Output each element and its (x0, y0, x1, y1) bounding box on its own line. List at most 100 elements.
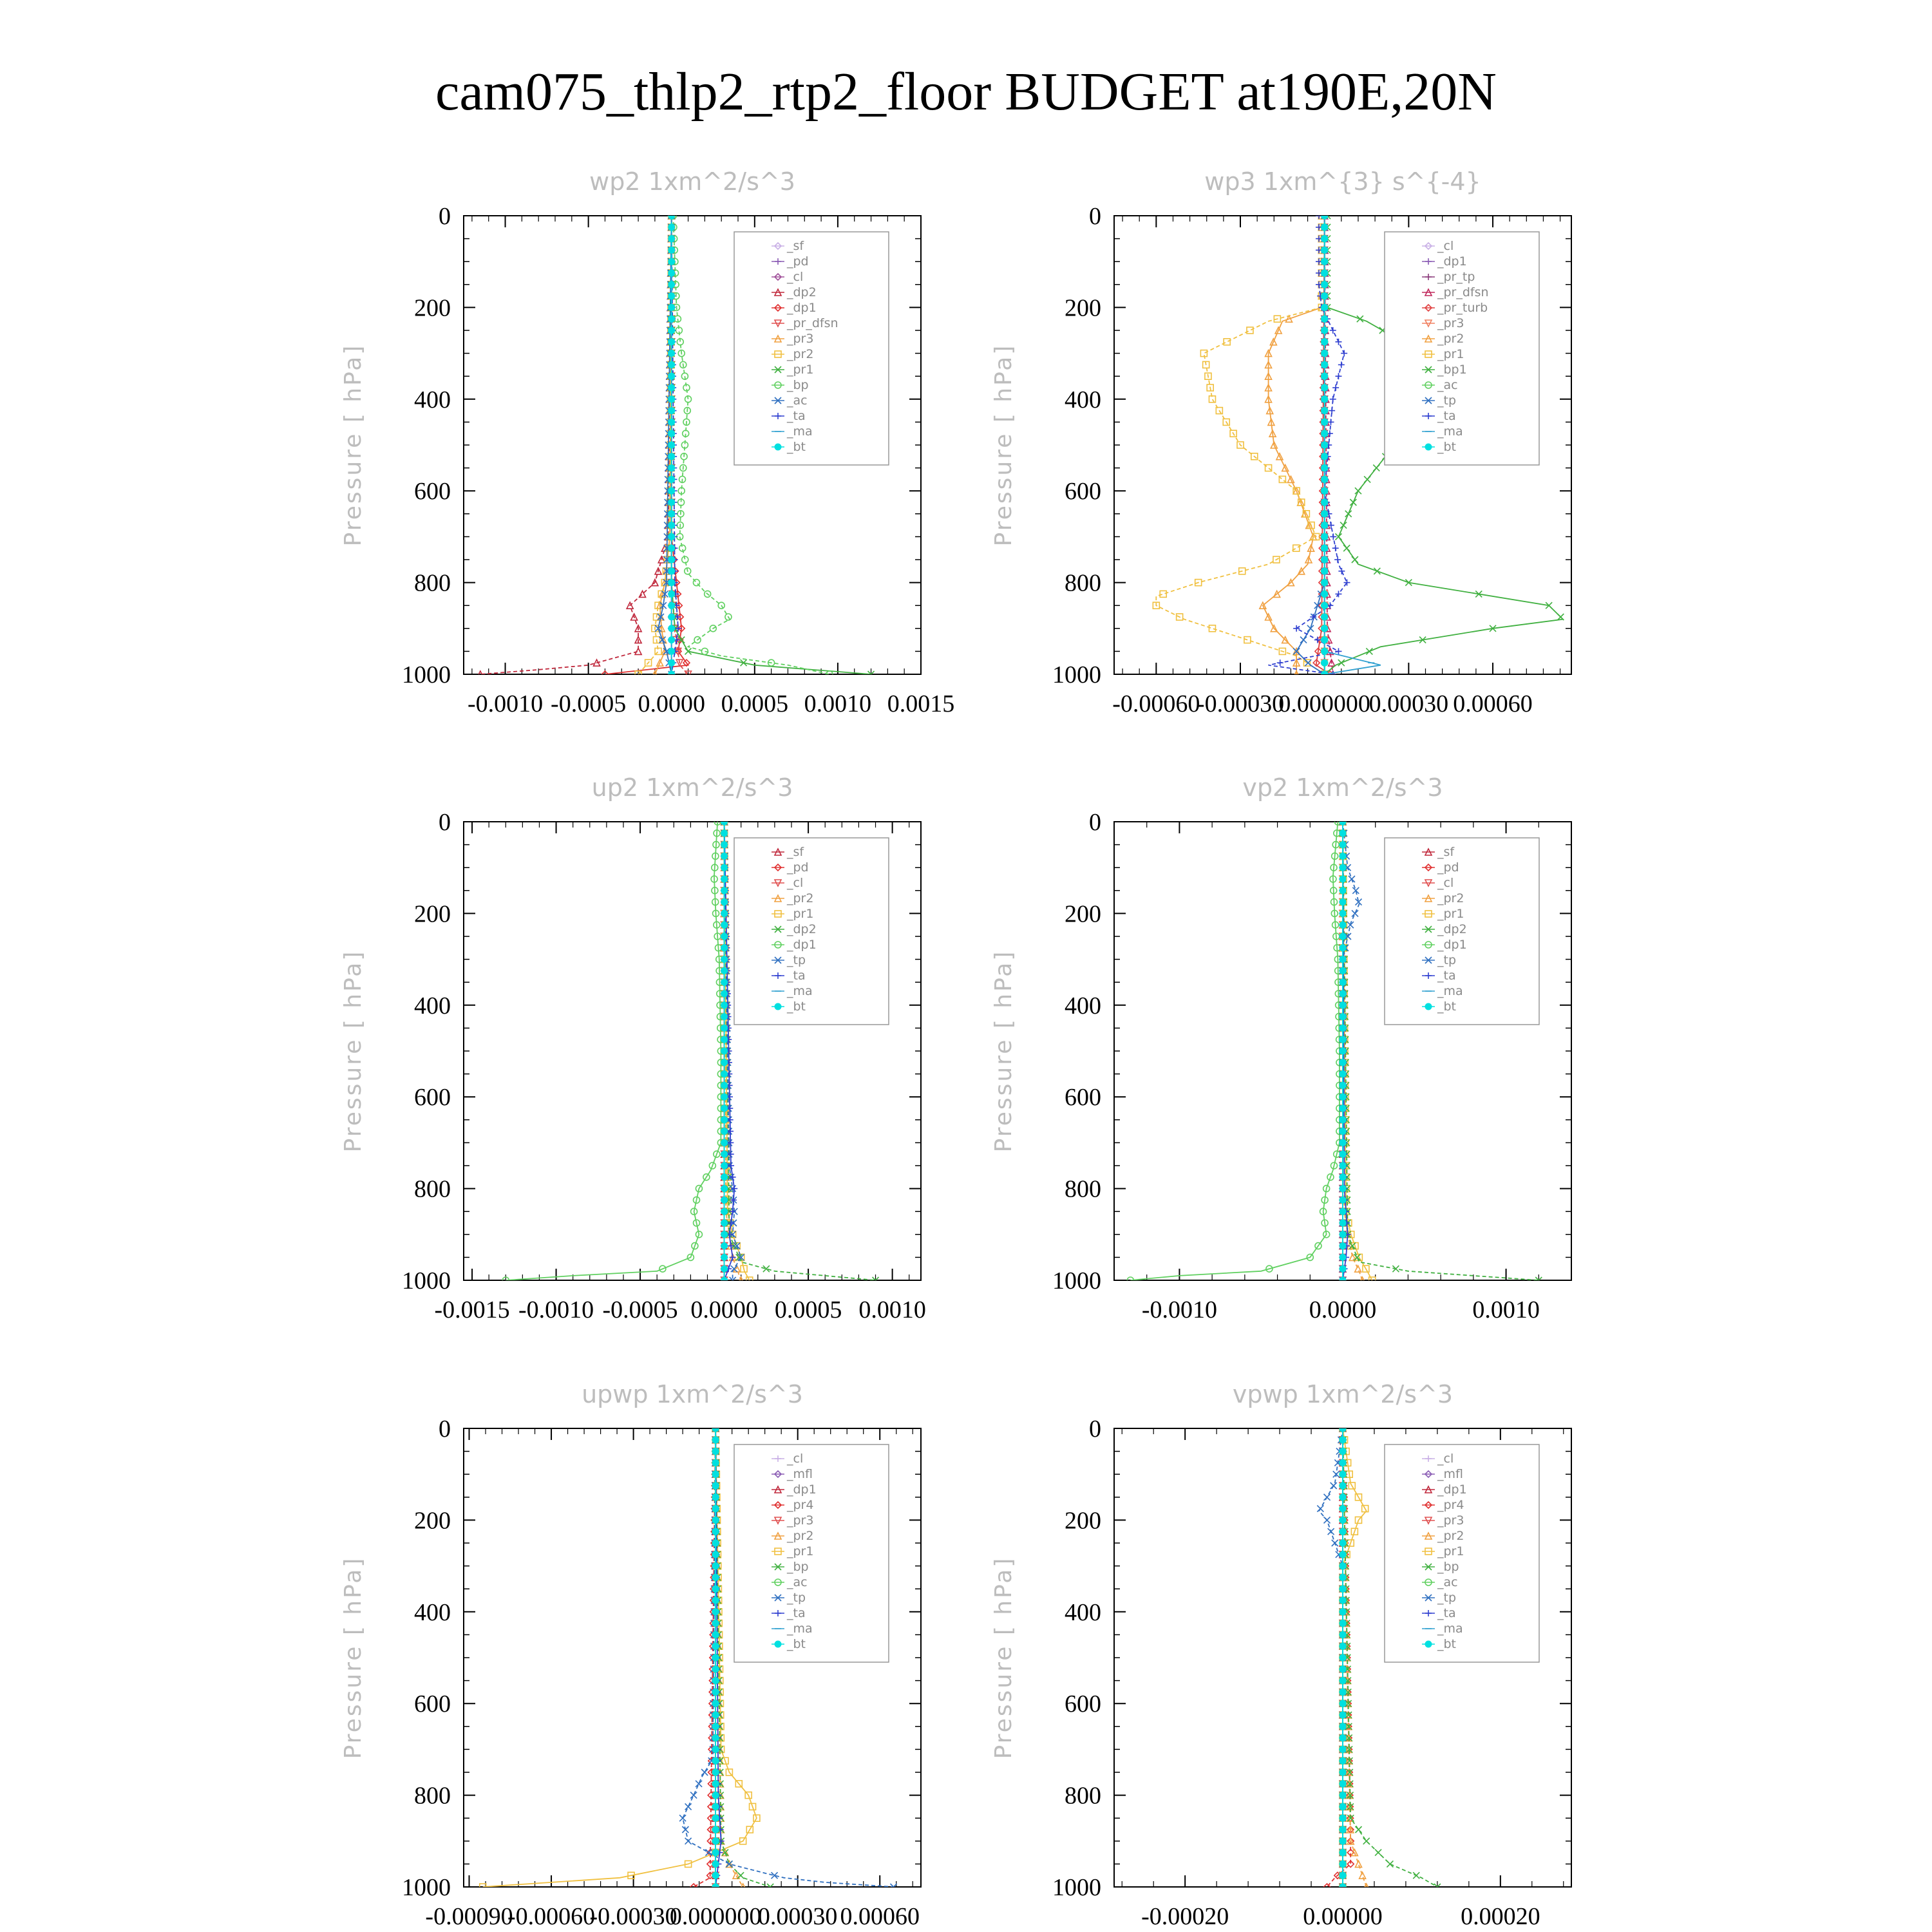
data-point (1345, 1757, 1354, 1765)
legend-entry: _pd (772, 254, 809, 269)
legend-entry: _tp (772, 1591, 806, 1605)
legend-label: _pr_dfsn (1437, 285, 1489, 299)
legend-marker (774, 956, 782, 964)
data-point (680, 452, 688, 460)
series-line (1342, 1428, 1367, 1887)
legend-marker (774, 1578, 782, 1586)
data-point (1300, 636, 1307, 644)
data-point (1275, 452, 1284, 460)
legend-label: _tp (1437, 393, 1456, 408)
data-point (732, 1871, 741, 1879)
data-point (1321, 533, 1329, 540)
series-line (672, 216, 830, 674)
x-tick-label: 0.0000 (638, 690, 705, 717)
data-point (1339, 1688, 1347, 1696)
data-point (712, 1505, 719, 1513)
series-line (506, 822, 722, 1280)
data-point (1339, 1428, 1347, 1432)
data-point (1354, 487, 1362, 495)
data-point (668, 246, 676, 254)
legend-label: _pr2 (786, 891, 813, 905)
data-point (745, 1276, 753, 1280)
legend-label: _pr_tp (1437, 270, 1475, 284)
legend-label: _ma (1437, 984, 1463, 998)
legend-entry: _tp (1422, 1591, 1456, 1605)
data-point (678, 544, 687, 553)
data-point (1412, 1871, 1420, 1879)
data-point (634, 647, 643, 656)
x-tick-label: -0.0010 (1142, 1296, 1217, 1323)
legend-marker (773, 242, 782, 251)
legend-marker (1425, 350, 1432, 358)
legend-entry: _dp1 (1422, 1482, 1467, 1497)
legend-label: _cl (786, 876, 803, 890)
data-point (1339, 1792, 1347, 1799)
legend-marker (774, 910, 782, 918)
data-point (1321, 475, 1329, 483)
data-point (712, 1428, 719, 1432)
legend-box (1384, 837, 1540, 1025)
data-point (721, 1001, 728, 1009)
data-point (1332, 840, 1340, 849)
data-point (726, 1128, 734, 1135)
data-point (721, 1128, 728, 1135)
legend-entry: _ma (1422, 1622, 1463, 1636)
data-point (1358, 1871, 1367, 1879)
data-point (1351, 909, 1359, 917)
legend: _sf_pd_cl_pr2 _pr1_dp2 _dp1_tp _ta_ma_bt (734, 837, 889, 1025)
data-point (712, 1745, 719, 1753)
data-point (1312, 659, 1321, 667)
data-point (675, 327, 683, 334)
data-point (1345, 1700, 1352, 1707)
legend-marker (774, 350, 782, 358)
data-point (691, 1242, 699, 1250)
data-point (712, 1814, 719, 1822)
legend: _cl_dp1_pr_tp_pr_dfsn _pr_turb_pr3 _pr2_pr… (1384, 231, 1540, 466)
legend-box (734, 837, 889, 1025)
data-point (1345, 1779, 1354, 1788)
x-tick-label: -0.00060 (1112, 690, 1200, 717)
y-tick-label: 0 (1089, 203, 1101, 230)
x-tick-label: 0.0000 (1309, 1296, 1377, 1323)
data-point (1194, 578, 1202, 587)
series-dp1 (1126, 822, 1343, 1280)
legend-label: _cl (1437, 1452, 1454, 1466)
data-point (652, 613, 661, 621)
data-point (1330, 1482, 1338, 1490)
data-point (1332, 384, 1340, 391)
legend-entry: _ta (1422, 969, 1456, 983)
legend-entry: _dp2 (772, 285, 817, 299)
data-point (668, 372, 676, 380)
legend-label: _ma (786, 984, 813, 998)
data-point (712, 1551, 719, 1558)
chart-panel-5: upwp 1xm^2/s^3 Pressure [ hPa] 0 200 400 600 8… (340, 1380, 922, 1930)
data-point (1204, 372, 1212, 381)
data-point (721, 852, 728, 860)
data-point (668, 498, 676, 506)
legend-marker (775, 413, 781, 419)
legend-entry: _bt (1422, 1637, 1456, 1651)
data-point (1264, 348, 1273, 357)
x-tick-label: 0.0000 (690, 1296, 758, 1323)
data-point (712, 1780, 719, 1788)
data-point (1343, 579, 1350, 586)
legend-label: _tp (1437, 953, 1456, 967)
data-point (668, 670, 676, 674)
legend-label: _pr_dfsn (786, 316, 838, 330)
data-point (721, 898, 728, 906)
legend-entry: _cl (772, 1452, 803, 1466)
legend-marker (1425, 1455, 1432, 1462)
data-point (1339, 909, 1347, 917)
data-point (728, 1162, 735, 1169)
data-point (1330, 533, 1337, 540)
data-point (726, 1116, 734, 1123)
legend-label: _dp1 (786, 1482, 817, 1497)
data-point (679, 464, 687, 472)
data-point (1303, 659, 1311, 667)
y-tick-label: 600 (414, 1084, 451, 1111)
data-point (712, 1539, 719, 1547)
data-point (657, 624, 666, 632)
x-tick-label: 0.0010 (1472, 1296, 1540, 1323)
data-point (703, 590, 712, 598)
data-point (668, 338, 676, 346)
